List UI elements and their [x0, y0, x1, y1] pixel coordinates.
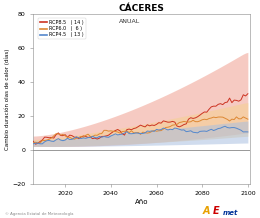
Text: met: met [222, 210, 238, 216]
Text: © Agencia Estatal de Meteorología: © Agencia Estatal de Meteorología [5, 212, 74, 216]
Text: A: A [203, 206, 210, 216]
Legend: RCP8.5   ( 14 ), RCP6.0   (  6 ), RCP4.5   ( 13 ): RCP8.5 ( 14 ), RCP6.0 ( 6 ), RCP4.5 ( 13… [38, 18, 86, 39]
Text: ANUAL: ANUAL [119, 19, 141, 24]
Y-axis label: Cambio duración olas de calor (días): Cambio duración olas de calor (días) [4, 48, 10, 150]
X-axis label: Año: Año [135, 199, 148, 205]
Text: E: E [213, 206, 220, 216]
Title: CÁCERES: CÁCERES [119, 4, 165, 13]
